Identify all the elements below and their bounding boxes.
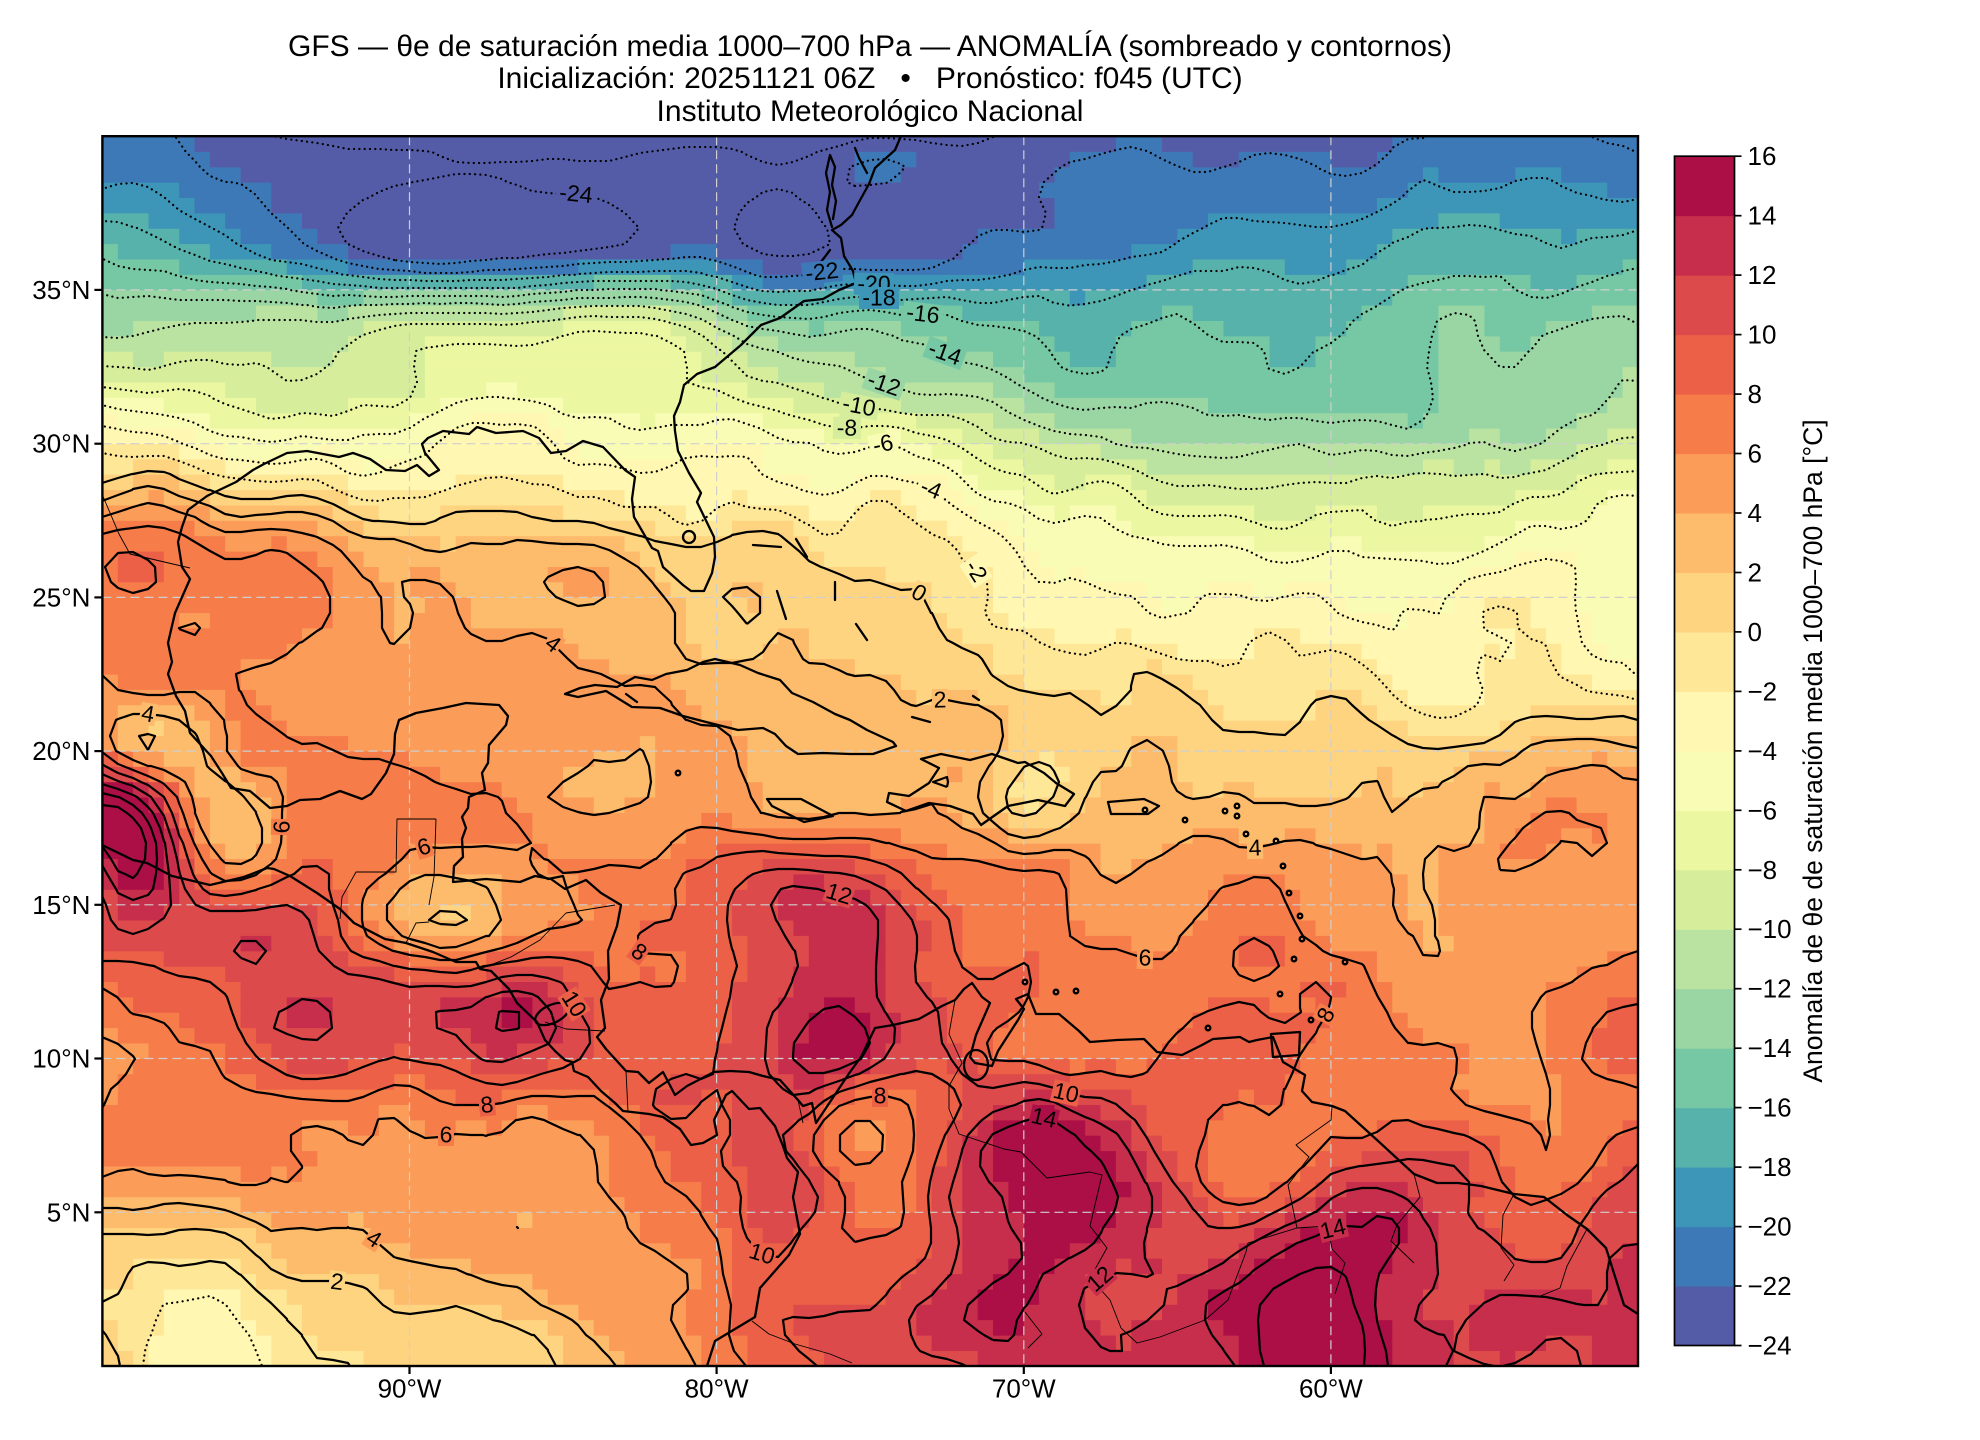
svg-text:-24: -24 — [558, 179, 594, 208]
svg-text:30°N: 30°N — [32, 429, 90, 459]
svg-text:2: 2 — [329, 1268, 345, 1295]
svg-text:0: 0 — [1748, 617, 1762, 647]
svg-text:60°W: 60°W — [1299, 1374, 1363, 1404]
svg-text:14: 14 — [1748, 201, 1777, 231]
svg-text:−8: −8 — [1748, 855, 1778, 885]
svg-text:14: 14 — [1317, 1213, 1348, 1244]
svg-text:14: 14 — [1029, 1102, 1060, 1133]
svg-text:6: 6 — [1748, 439, 1762, 469]
svg-text:35°N: 35°N — [32, 275, 90, 305]
svg-text:70°W: 70°W — [992, 1374, 1056, 1404]
svg-text:−14: −14 — [1748, 1033, 1792, 1063]
svg-text:−10: −10 — [1748, 914, 1792, 944]
svg-text:10: 10 — [1748, 320, 1777, 350]
svg-text:−6: −6 — [1748, 795, 1778, 825]
svg-text:16: 16 — [1748, 141, 1777, 171]
svg-text:4: 4 — [1248, 834, 1262, 860]
svg-text:-18: -18 — [862, 285, 895, 311]
svg-text:80°W: 80°W — [685, 1374, 749, 1404]
svg-text:6: 6 — [440, 1122, 453, 1148]
svg-text:−22: −22 — [1748, 1271, 1792, 1301]
svg-text:-10: -10 — [840, 390, 878, 422]
svg-text:10°N: 10°N — [32, 1044, 90, 1074]
svg-text:15°N: 15°N — [32, 890, 90, 920]
svg-text:−2: −2 — [1748, 676, 1778, 706]
svg-text:8: 8 — [1748, 379, 1762, 409]
svg-text:6: 6 — [268, 820, 294, 833]
svg-text:−20: −20 — [1748, 1212, 1792, 1242]
svg-text:4: 4 — [1748, 498, 1762, 528]
svg-text:2: 2 — [933, 686, 946, 712]
svg-text:-16: -16 — [905, 299, 941, 329]
svg-text:5°N: 5°N — [47, 1197, 91, 1227]
svg-text:Instituto Meteorológico Nacion: Instituto Meteorológico Nacional — [657, 95, 1084, 128]
svg-text:−12: −12 — [1748, 974, 1792, 1004]
svg-text:−4: −4 — [1748, 736, 1778, 766]
svg-text:25°N: 25°N — [32, 582, 90, 612]
svg-text:8: 8 — [479, 1091, 494, 1118]
svg-text:10: 10 — [1051, 1077, 1082, 1108]
svg-text:12: 12 — [1748, 260, 1777, 290]
svg-text:4: 4 — [140, 700, 157, 728]
svg-text:20°N: 20°N — [32, 736, 90, 766]
svg-text:Anomalía de θe de saturación m: Anomalía de θe de saturación media 1000–… — [1798, 419, 1828, 1082]
svg-text:90°W: 90°W — [378, 1374, 442, 1404]
svg-text:−18: −18 — [1748, 1152, 1792, 1182]
svg-text:2: 2 — [1748, 558, 1762, 588]
svg-text:−16: −16 — [1748, 1093, 1792, 1123]
svg-text:-22: -22 — [804, 257, 840, 286]
svg-text:Inicialización: 20251121 06Z: Inicialización: 20251121 06Z • Pronóstic… — [497, 62, 1242, 95]
svg-text:8: 8 — [874, 1083, 887, 1109]
svg-text:6: 6 — [1138, 944, 1152, 970]
svg-text:-8: -8 — [837, 414, 858, 440]
svg-text:GFS — θe de saturación media 1: GFS — θe de saturación media 1000–700 hP… — [288, 30, 1452, 63]
svg-text:−24: −24 — [1748, 1331, 1792, 1361]
